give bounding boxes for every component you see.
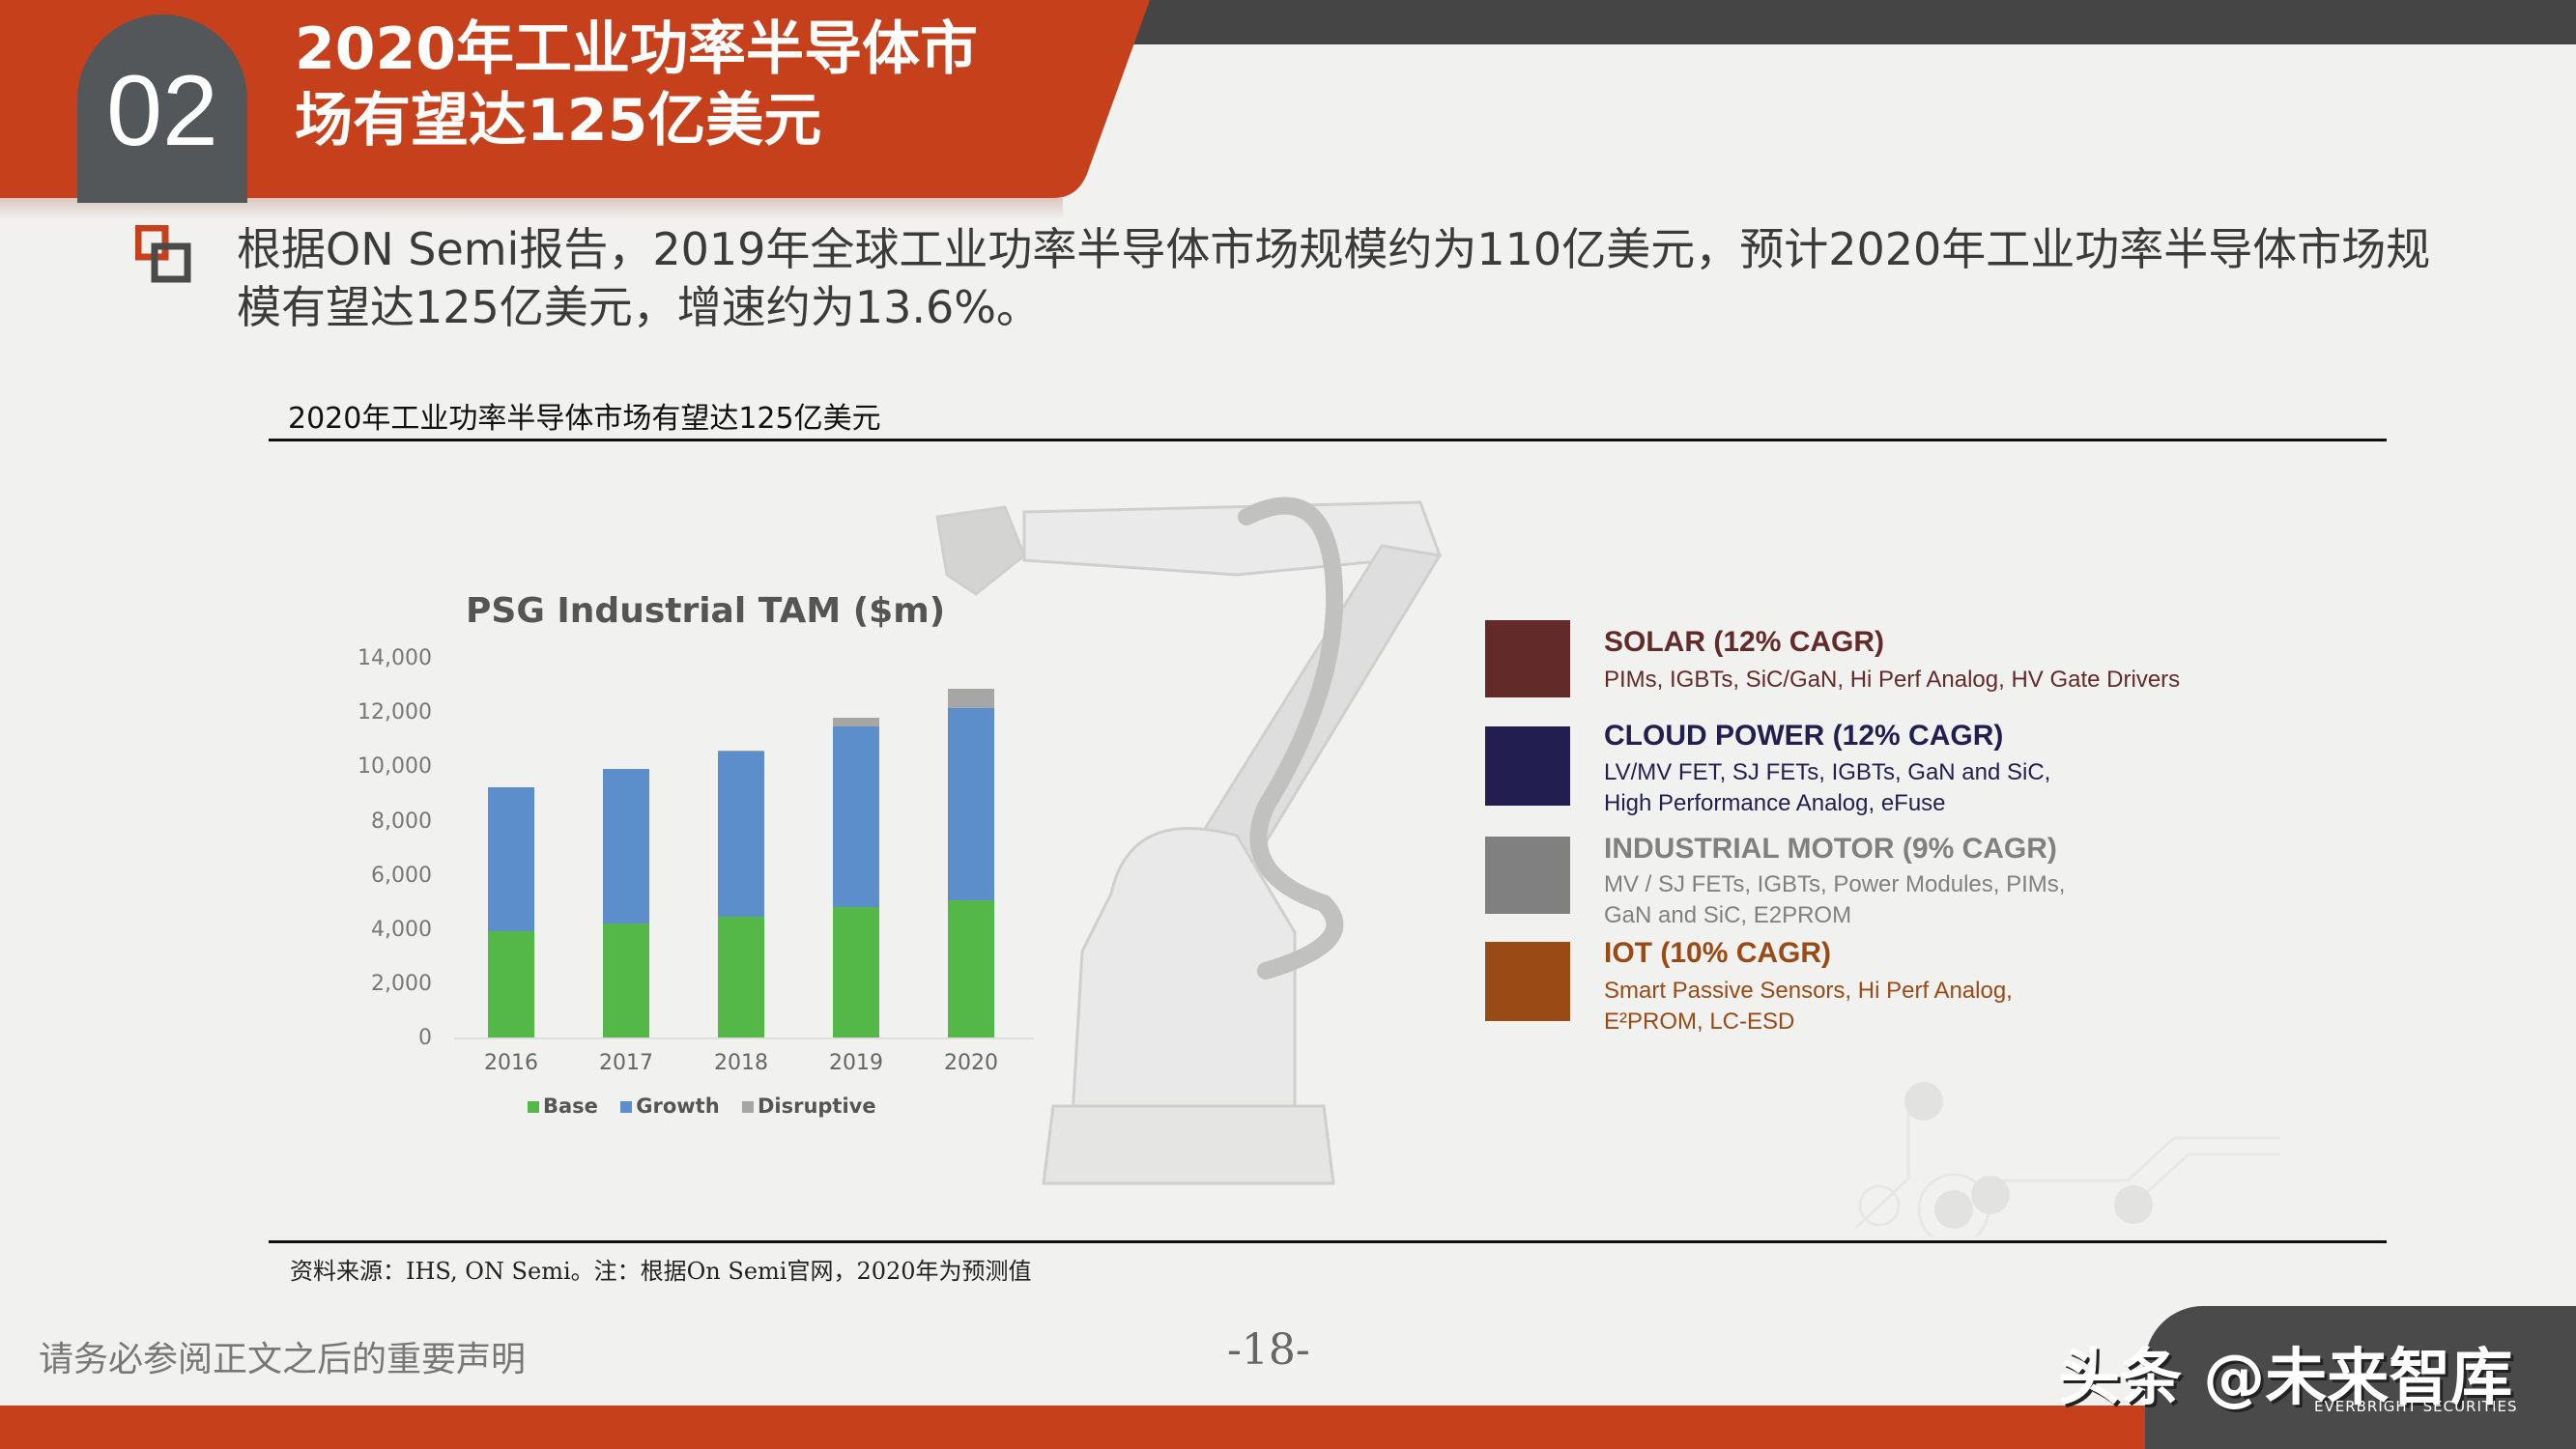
iot-desc-1: Smart Passive Sensors, Hi Perf Analog,	[1604, 978, 2013, 1004]
bullet-squares-icon	[135, 225, 191, 283]
section-tab	[77, 14, 247, 203]
bar-base-2018	[718, 916, 764, 1037]
cloud-power-desc-2: High Performance Analog, eFuse	[1604, 790, 1946, 816]
x-tick: 2018	[714, 1051, 768, 1075]
solar-swatch	[1485, 620, 1570, 697]
y-tick: 8,000	[371, 810, 432, 834]
cloud-power-heading: CLOUD POWER (12% CAGR)	[1604, 720, 2004, 752]
bar-base-2017	[603, 923, 649, 1037]
source-note: 资料来源：IHS, ON Semi。注：根据On Semi官网，2020年为预测…	[290, 1258, 1032, 1285]
chart-title: PSG Industrial TAM ($m)	[466, 591, 946, 631]
brand-corner	[2145, 1306, 2576, 1449]
y-tick: 2,000	[371, 972, 432, 996]
banner-shadow	[0, 198, 1063, 219]
iot-desc-2: E²PROM, LC-ESD	[1604, 1009, 1795, 1035]
title-line-1: 2020年工业功率半导体市	[295, 15, 978, 83]
bar-base-2016	[488, 930, 534, 1037]
title-banner	[0, 0, 1150, 198]
bar-growth-2018	[718, 751, 764, 917]
caption-rule	[269, 439, 2387, 441]
x-tick: 2019	[829, 1051, 883, 1075]
y-tick: 14,000	[358, 646, 432, 670]
circuit-decoration	[1853, 1082, 2280, 1236]
chart-legend: Base Growth Disruptive	[528, 1094, 892, 1118]
y-tick: 12,000	[358, 700, 432, 724]
solar-heading: SOLAR (12% CAGR)	[1604, 626, 1885, 658]
bar-disruptive-2019	[833, 718, 879, 726]
industrial-motor-desc-1: MV / SJ FETs, IGBTs, Power Modules, PIMs…	[1604, 871, 2066, 897]
cloud-power-swatch	[1485, 726, 1570, 806]
page-title: 2020年工业功率半导体市 场有望达125亿美元	[295, 14, 1068, 156]
industrial-motor-heading: INDUSTRIAL MOTOR (9% CAGR)	[1604, 833, 2057, 865]
page-number: -18-	[1227, 1325, 1310, 1375]
source-rule	[269, 1240, 2387, 1243]
bar-disruptive-2018	[718, 750, 764, 752]
iot-swatch	[1485, 942, 1570, 1021]
bar-growth-2016	[488, 786, 534, 931]
iot-heading: IOT (10% CAGR)	[1604, 937, 1832, 969]
y-tick: 6,000	[371, 864, 432, 888]
legend-swatch	[620, 1101, 633, 1113]
bar-growth-2017	[603, 768, 649, 923]
cloud-power-desc-1: LV/MV FET, SJ FETs, IGBTs, GaN and SiC,	[1604, 759, 2051, 785]
bar-growth-2019	[833, 725, 879, 908]
legend-base: Base	[528, 1094, 598, 1118]
brand-name: EVERBRIGHT SECURITIES	[2314, 1398, 2518, 1415]
y-tick: 4,000	[371, 918, 432, 942]
bar-base-2019	[833, 907, 879, 1037]
legend-swatch	[741, 1101, 754, 1113]
section-number: 02	[106, 55, 218, 167]
figure-caption: 2020年工业功率半导体市场有望达125亿美元	[288, 402, 881, 436]
disclaimer-link[interactable]: 请务必参阅正文之后的重要声明	[39, 1340, 527, 1379]
x-tick: 2020	[944, 1051, 998, 1075]
x-tick: 2016	[484, 1051, 538, 1075]
y-tick: 0	[418, 1026, 432, 1050]
bar-growth-2020	[948, 707, 994, 901]
title-line-2: 场有望达125亿美元	[295, 87, 822, 155]
summary-text: 根据ON Semi报告，2019年全球工业功率半导体市场规模约为110亿美元，预…	[237, 223, 2431, 333]
legend-growth: Growth	[620, 1094, 720, 1118]
legend-swatch	[528, 1101, 539, 1113]
x-tick: 2017	[599, 1051, 653, 1075]
industrial-motor-desc-2: GaN and SiC, E2PROM	[1604, 902, 1852, 928]
bar-disruptive-2020	[948, 688, 994, 708]
industrial-motor-swatch	[1485, 837, 1570, 914]
watermark: 头条 @未来智库	[2058, 1343, 2513, 1414]
y-tick: 10,000	[358, 754, 432, 779]
robot-arm-illustration	[935, 497, 1443, 1185]
solar-desc: PIMs, IGBTs, SiC/GaN, Hi Perf Analog, HV…	[1604, 667, 2181, 693]
legend-disruptive: Disruptive	[741, 1094, 876, 1118]
bar-base-2020	[948, 900, 994, 1037]
x-axis-line	[454, 1037, 1034, 1039]
